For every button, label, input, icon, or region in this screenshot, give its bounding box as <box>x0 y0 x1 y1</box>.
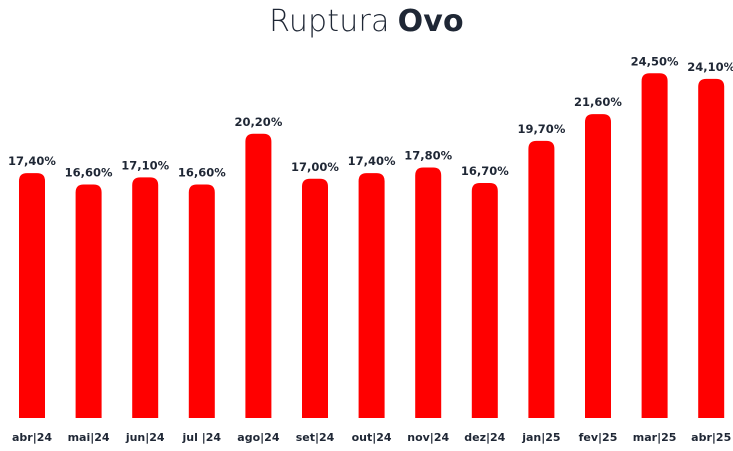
bar-6 <box>302 178 328 418</box>
category-label-6: set|24 <box>296 431 335 444</box>
value-label-4: 16,60% <box>178 165 226 179</box>
category-label-12: mar|25 <box>633 431 677 444</box>
bar-4 <box>188 184 215 418</box>
chart-title: Ruptura Ovo <box>0 4 733 39</box>
category-label-10: jan|25 <box>521 431 560 444</box>
value-label-10: 19,70% <box>517 122 565 136</box>
chart-title-regular: Ruptura <box>269 4 390 39</box>
category-labels-group: abr|24 mai|24 jun|24 jul |24 ago|24 set|24 out… <box>12 431 731 444</box>
category-label-4: jul |24 <box>182 431 222 444</box>
value-label-7: 17,40% <box>348 154 396 168</box>
bar-5 <box>245 133 272 418</box>
bar-13 <box>698 78 725 419</box>
chart-title-bold: Ovo <box>397 4 464 39</box>
bar-10 <box>528 140 555 419</box>
value-label-3: 17,10% <box>121 158 169 172</box>
bar-1 <box>19 173 45 418</box>
value-label-5: 20,20% <box>234 115 282 129</box>
category-label-8: nov|24 <box>407 431 449 444</box>
bar-9 <box>471 183 498 418</box>
bar-12 <box>641 73 668 418</box>
value-label-11: 21,60% <box>574 95 622 109</box>
category-label-7: out|24 <box>352 431 392 444</box>
bar-8 <box>415 167 442 418</box>
value-label-2: 16,60% <box>65 165 113 179</box>
value-label-12: 24,50% <box>631 54 679 68</box>
bar-2 <box>75 184 102 418</box>
category-label-2: mai|24 <box>68 431 110 444</box>
bar-11 <box>585 114 611 418</box>
category-label-3: jun|24 <box>125 431 165 444</box>
value-labels-group: 17,40% 16,60% 17,10% 16,60% 20,20% 17,00% 17,4… <box>8 54 733 179</box>
value-label-9: 16,70% <box>461 164 509 178</box>
category-label-1: abr|24 <box>12 431 52 444</box>
category-label-9: dez|24 <box>464 431 505 444</box>
bar-7 <box>358 173 385 418</box>
bar-3 <box>132 177 159 418</box>
bars-group <box>19 73 725 419</box>
value-label-13: 24,10% <box>687 60 733 74</box>
category-label-11: fev|25 <box>579 431 618 444</box>
value-label-8: 17,80% <box>404 149 452 163</box>
category-label-5: ago|24 <box>237 431 280 444</box>
category-label-13: abr|25 <box>691 431 731 444</box>
value-label-6: 17,00% <box>291 160 339 174</box>
value-label-1: 17,40% <box>8 154 56 168</box>
